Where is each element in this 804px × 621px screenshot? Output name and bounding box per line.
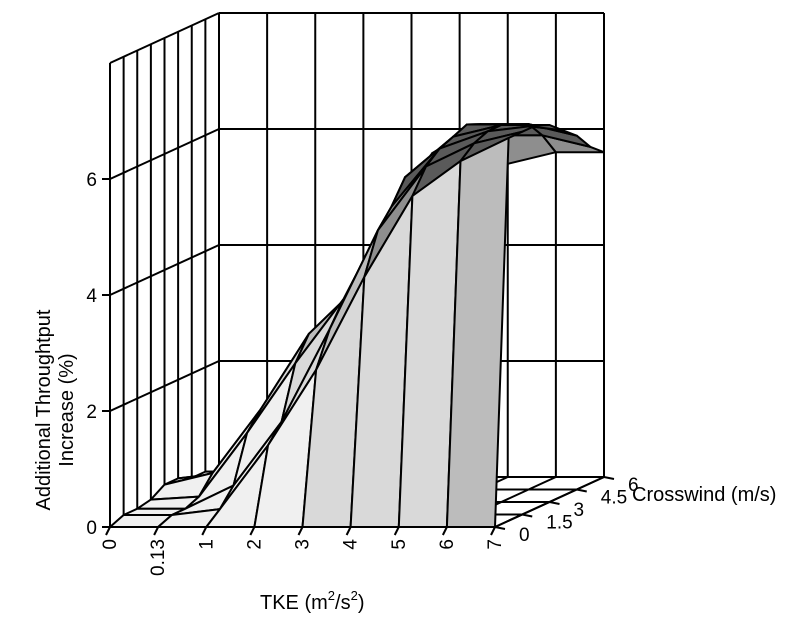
y-tick	[603, 476, 615, 480]
x-tick	[441, 526, 448, 536]
x-tick	[490, 526, 496, 536]
y-tick-label: 6	[628, 475, 639, 496]
x-tick-label: 6	[437, 539, 458, 550]
x-tick-label: 0.13	[148, 539, 169, 576]
x-tick-label: 2	[244, 539, 265, 550]
left-wall-hline	[109, 360, 220, 412]
x-axis-title-suffix: )	[358, 592, 365, 614]
z-tick-label: 6	[86, 170, 97, 191]
x-tick-label: 5	[389, 539, 410, 550]
z-tick-label: 2	[86, 402, 97, 423]
y-axis-title: Crosswind (m/s)	[632, 484, 776, 506]
x-tick	[345, 526, 352, 536]
x-tick	[201, 526, 208, 536]
x-tick-label: 3	[293, 539, 314, 550]
y-tick-label: 0	[519, 525, 530, 546]
x-tick	[249, 526, 256, 536]
x-tick	[105, 526, 111, 536]
x-tick	[153, 526, 160, 536]
x-tick-label: 0	[100, 539, 121, 550]
left-wall-hline	[109, 244, 220, 296]
z-tick-label: 0	[86, 518, 97, 539]
x-tick-label: 7	[485, 539, 506, 550]
z-axis-title-line2: Increase (%)	[56, 353, 78, 466]
y-tick-label: 4.5	[601, 488, 627, 509]
x-axis-title-mid: /s	[335, 592, 351, 614]
z-axis-title-line1: Additional Throughtput	[33, 309, 55, 510]
y-tick-label: 1.5	[546, 513, 572, 534]
axes	[102, 121, 615, 536]
surface-facets	[109, 123, 605, 528]
left-wall-hline	[109, 128, 220, 180]
x-axis-title-exp1: 2	[328, 588, 335, 603]
x-tick-label: 1	[196, 539, 217, 550]
z-tick-label: 4	[86, 286, 97, 307]
x-tick	[297, 526, 304, 536]
y-tick-label: 3	[574, 500, 585, 521]
x-axis-title-prefix: TKE (m	[260, 592, 328, 614]
left-wall-hline	[109, 12, 220, 64]
x-tick-label: 4	[341, 539, 362, 550]
x-axis-title: TKE (m2/s2)	[260, 588, 364, 614]
x-axis-title-exp2: 2	[351, 588, 358, 603]
x-tick	[393, 526, 400, 536]
y-axis-line	[494, 476, 605, 528]
